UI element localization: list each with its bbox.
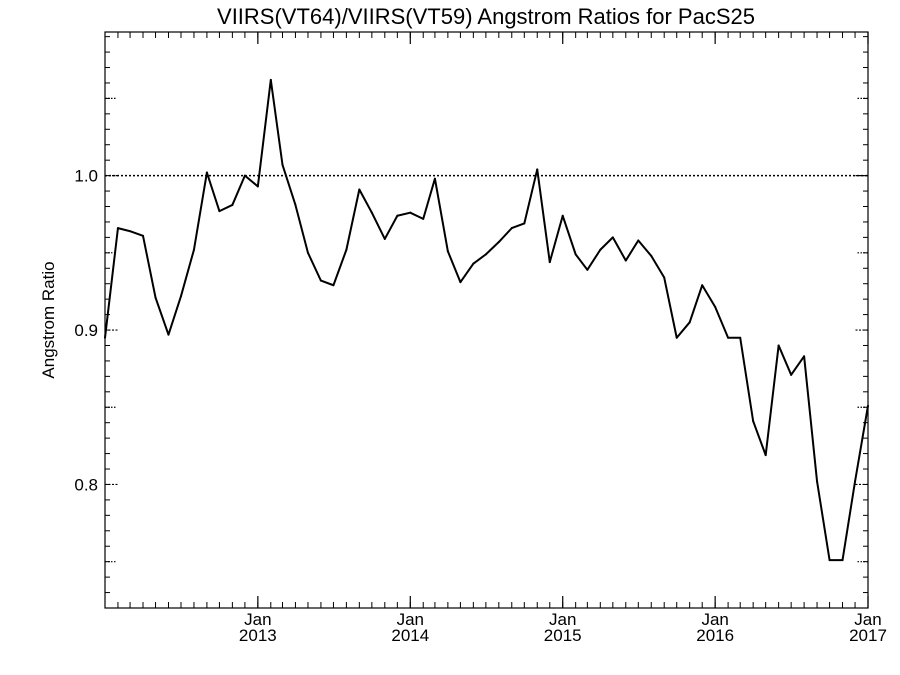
data-point — [828, 559, 831, 562]
y-tick-label: 0.9 — [74, 321, 98, 340]
data-point — [586, 268, 589, 271]
data-point — [345, 248, 348, 251]
plot-frame — [104, 31, 869, 609]
data-point — [536, 168, 539, 171]
data-point — [422, 217, 425, 220]
data-point — [854, 480, 857, 483]
data-point — [574, 253, 577, 256]
data-point — [599, 248, 602, 251]
data-point — [663, 276, 666, 279]
data-point — [116, 227, 119, 230]
data-point — [611, 236, 614, 239]
data-point — [777, 344, 780, 347]
data-point — [561, 214, 564, 217]
data-point — [548, 261, 551, 264]
x-tick-label-month: Jan — [854, 610, 881, 629]
x-tick-label-month: Jan — [244, 610, 271, 629]
y-tick-label: 1.0 — [74, 167, 98, 186]
data-point — [701, 284, 704, 287]
x-tick-label-year: 2015 — [544, 626, 582, 645]
data-point — [332, 284, 335, 287]
data-point — [624, 259, 627, 262]
data-point — [218, 210, 221, 213]
data-point — [497, 241, 500, 244]
data-point — [739, 336, 742, 339]
data-point — [764, 454, 767, 457]
data-point — [383, 237, 386, 240]
data-point — [358, 188, 361, 191]
data-point — [790, 373, 793, 376]
data-point — [816, 480, 819, 483]
data-point — [523, 222, 526, 225]
data-point — [841, 559, 844, 562]
y-tick-label: 0.8 — [74, 475, 98, 494]
data-point — [104, 336, 106, 339]
series-line — [104, 78, 869, 562]
data-point — [192, 248, 195, 251]
data-point — [433, 177, 436, 180]
x-tick-label-year: 2016 — [696, 626, 734, 645]
data-point — [142, 234, 145, 237]
data-point — [446, 250, 449, 253]
data-point — [752, 420, 755, 423]
data-point — [281, 163, 284, 166]
data-point — [637, 239, 640, 242]
data-point — [306, 251, 309, 254]
data-point — [867, 404, 869, 407]
data-point — [409, 211, 412, 214]
data-points — [104, 78, 869, 562]
x-tick-label-month: Jan — [397, 610, 424, 629]
data-point — [688, 321, 691, 324]
data-point — [459, 281, 462, 284]
data-point — [256, 185, 259, 188]
x-tick-label-year: 2013 — [239, 626, 277, 645]
data-point — [231, 203, 234, 206]
data-point — [510, 227, 513, 230]
data-point — [294, 203, 297, 206]
data-point — [269, 78, 272, 81]
data-point — [714, 305, 717, 308]
y-axis-label: Angstrom Ratio — [39, 261, 58, 378]
data-point — [370, 211, 373, 214]
data-point — [319, 279, 322, 282]
chart-title: VIIRS(VT64)/VIIRS(VT59) Angstrom Ratios … — [217, 4, 755, 29]
data-point — [129, 230, 132, 233]
data-point — [675, 336, 678, 339]
data-point — [484, 253, 487, 256]
data-point — [205, 171, 208, 174]
x-tick-label-year: 2014 — [391, 626, 429, 645]
x-tick-label-month: Jan — [701, 610, 728, 629]
data-point — [180, 295, 183, 298]
data-point — [167, 333, 170, 336]
data-point — [650, 254, 653, 257]
data-point — [803, 355, 806, 358]
data-point — [396, 214, 399, 217]
data-point — [243, 174, 246, 177]
x-tick-label-year: 2017 — [849, 626, 887, 645]
data-point — [472, 262, 475, 265]
data-point — [154, 296, 157, 299]
x-tick-label-month: Jan — [549, 610, 576, 629]
axis-ticks: Jan2013Jan2014Jan2015Jan2016Jan20170.80.… — [74, 32, 887, 645]
data-point — [727, 336, 730, 339]
